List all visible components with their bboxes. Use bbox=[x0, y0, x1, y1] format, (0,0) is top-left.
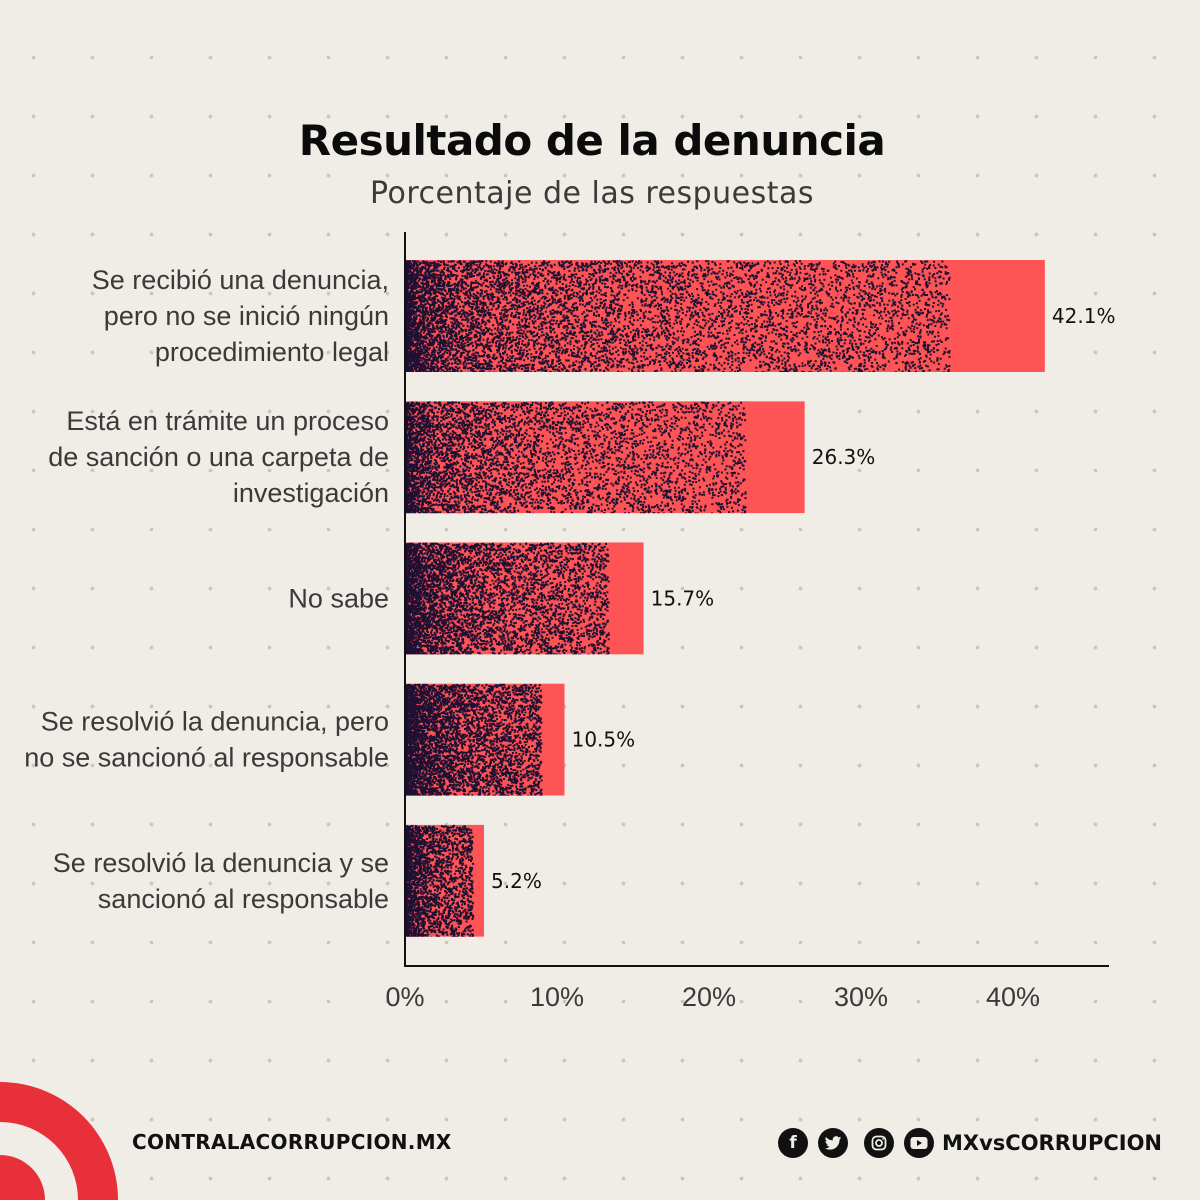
logo-outer-arc bbox=[0, 1082, 118, 1200]
x-tick-label: 20% bbox=[682, 982, 736, 1012]
value-labels-group: 42.1% 26.3% 15.7% 10.5% 5.2% bbox=[491, 304, 1115, 893]
bar bbox=[405, 542, 644, 655]
category-label: Se resolvió la denuncia y se sancionó al … bbox=[53, 848, 389, 914]
x-tick-label: 0% bbox=[385, 982, 424, 1012]
brand-logo bbox=[0, 1082, 118, 1200]
social-links: f MXvsCORRUPCION bbox=[778, 1128, 1162, 1158]
x-tick-label: 10% bbox=[530, 982, 584, 1012]
bars-group bbox=[405, 260, 1045, 937]
x-tick-labels-group: 0% 10% 20% 30% 40% bbox=[385, 982, 1040, 1012]
value-label: 26.3% bbox=[812, 445, 876, 469]
social-handle[interactable]: MXvsCORRUPCION bbox=[942, 1131, 1162, 1155]
bar-texture bbox=[405, 824, 475, 937]
instagram-icon[interactable] bbox=[864, 1128, 895, 1158]
x-tick-label: 40% bbox=[986, 982, 1040, 1012]
footer-website[interactable]: CONTRALACORRUPCION.MX bbox=[132, 1130, 452, 1154]
facebook-icon[interactable]: f bbox=[778, 1128, 809, 1158]
bar-texture bbox=[405, 683, 543, 796]
bar-texture bbox=[405, 260, 951, 372]
bar bbox=[405, 683, 565, 796]
twitter-icon[interactable] bbox=[818, 1128, 849, 1158]
chart-title: Resultado de la denuncia bbox=[298, 116, 886, 165]
category-label: Se recibió una denuncia, pero no se inici… bbox=[92, 265, 389, 367]
chart-subtitle: Porcentaje de las respuestas bbox=[369, 176, 815, 211]
bar bbox=[405, 824, 485, 937]
value-label: 10.5% bbox=[572, 728, 636, 752]
bar-texture bbox=[405, 401, 747, 514]
youtube-icon[interactable] bbox=[904, 1128, 935, 1158]
value-label: 42.1% bbox=[1052, 304, 1116, 328]
category-label: Se resolvió la denuncia, pero no se sanci… bbox=[24, 707, 389, 773]
bar bbox=[405, 260, 1045, 372]
x-tick-label: 30% bbox=[834, 982, 888, 1012]
category-label: No sabe bbox=[288, 583, 389, 613]
logo-inner-disc bbox=[0, 1155, 45, 1200]
value-label: 5.2% bbox=[491, 869, 542, 893]
bar-texture bbox=[405, 542, 610, 655]
category-label: Está en trámite un proceso de sanción o u… bbox=[48, 406, 389, 508]
category-labels-group: Se recibió una denuncia, pero no se inici… bbox=[24, 265, 389, 914]
value-label: 15.7% bbox=[651, 586, 715, 610]
bar bbox=[405, 401, 805, 514]
